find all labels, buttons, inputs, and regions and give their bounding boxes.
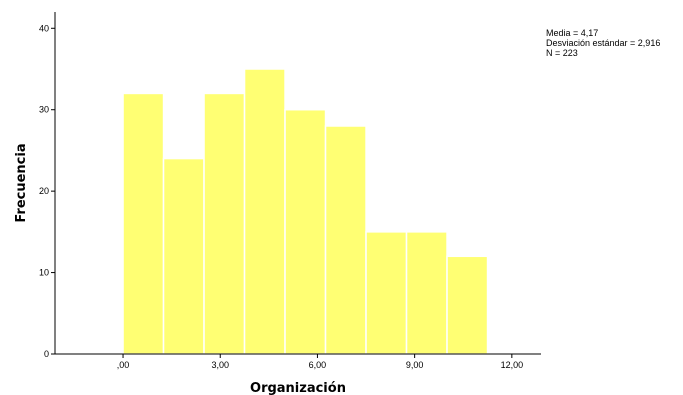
- y-tick-label: 30: [39, 105, 49, 115]
- x-tick-label: 12,00: [501, 360, 524, 370]
- y-tick-label: 40: [39, 23, 49, 33]
- histogram-bar: [122, 92, 165, 355]
- y-ticks-group: 0 10 20 30 40: [39, 23, 55, 359]
- x-axis-title: Organización: [250, 381, 346, 395]
- y-tick-label: 20: [39, 186, 49, 196]
- histogram-bar: [284, 108, 327, 355]
- stat-n: N = 223: [546, 48, 578, 58]
- y-axis-title: Frecuencia: [14, 143, 29, 222]
- x-tick-label: 6,00: [309, 360, 327, 370]
- bars-group: [122, 68, 489, 355]
- x-ticks-group: ,00 3,00 6,00 9,00 12,00: [117, 354, 523, 370]
- histogram-bar: [243, 68, 286, 355]
- x-tick-label: ,00: [117, 360, 130, 370]
- histogram-bar: [324, 125, 367, 355]
- histogram-bar: [203, 92, 246, 355]
- x-tick-label: 9,00: [406, 360, 424, 370]
- stat-media: Media = 4,17: [546, 28, 599, 38]
- x-tick-label: 3,00: [211, 360, 229, 370]
- histogram-bar: [365, 231, 408, 355]
- histogram-bar: [405, 231, 448, 355]
- stat-desviacion: Desviación estándar = 2,916: [546, 38, 661, 48]
- y-tick-label: 10: [39, 268, 49, 278]
- histogram-bar: [162, 157, 205, 355]
- stats-box: Media = 4,17 Desviación estándar = 2,916…: [546, 28, 660, 58]
- histogram-bar: [446, 255, 489, 355]
- y-tick-label: 0: [44, 349, 49, 359]
